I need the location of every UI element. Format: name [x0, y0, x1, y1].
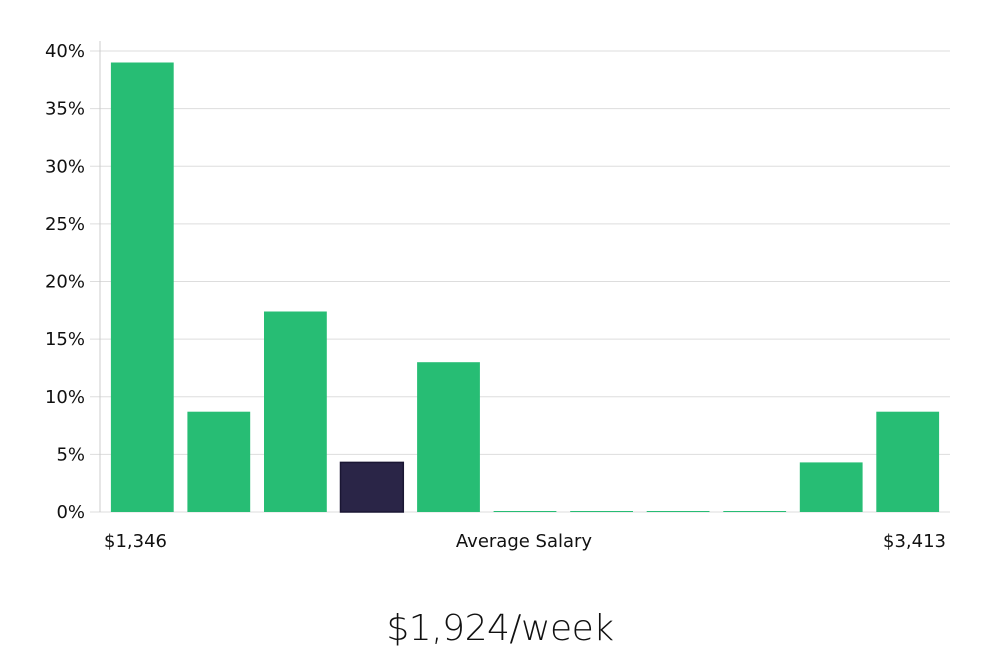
bar — [187, 411, 251, 512]
y-tick-label: 15% — [45, 329, 85, 350]
y-tick-label: 10% — [45, 387, 85, 408]
salary-histogram: 0% 5% 10% 15% 20% 25% 30% 35% 40% $1,346 Average… — [45, 41, 950, 552]
y-tick-label: 0% — [56, 502, 85, 523]
x-min-label: $1,346 — [104, 531, 167, 552]
y-axis-ticks: 0% 5% 10% 15% 20% 25% 30% 35% 40% — [45, 41, 85, 523]
y-tick-label: 40% — [45, 41, 85, 62]
bar — [264, 311, 327, 512]
bar — [876, 411, 940, 512]
x-axis-label: Average Salary — [456, 531, 593, 552]
average-salary-value: $1,924/week — [386, 608, 614, 649]
y-tick-label: 5% — [56, 444, 85, 465]
y-tick-label: 25% — [45, 214, 85, 235]
bar — [493, 511, 557, 512]
bars — [110, 62, 940, 513]
x-max-label: $3,413 — [883, 531, 946, 552]
y-tick-label: 30% — [45, 156, 85, 177]
bar — [723, 511, 787, 512]
bar — [110, 62, 174, 512]
bar — [570, 511, 633, 512]
bar — [417, 362, 480, 512]
bar — [646, 511, 710, 512]
y-tick-label: 20% — [45, 272, 85, 293]
y-tick-label: 35% — [45, 99, 85, 120]
bar — [799, 462, 863, 512]
bar-highlighted — [339, 461, 405, 513]
